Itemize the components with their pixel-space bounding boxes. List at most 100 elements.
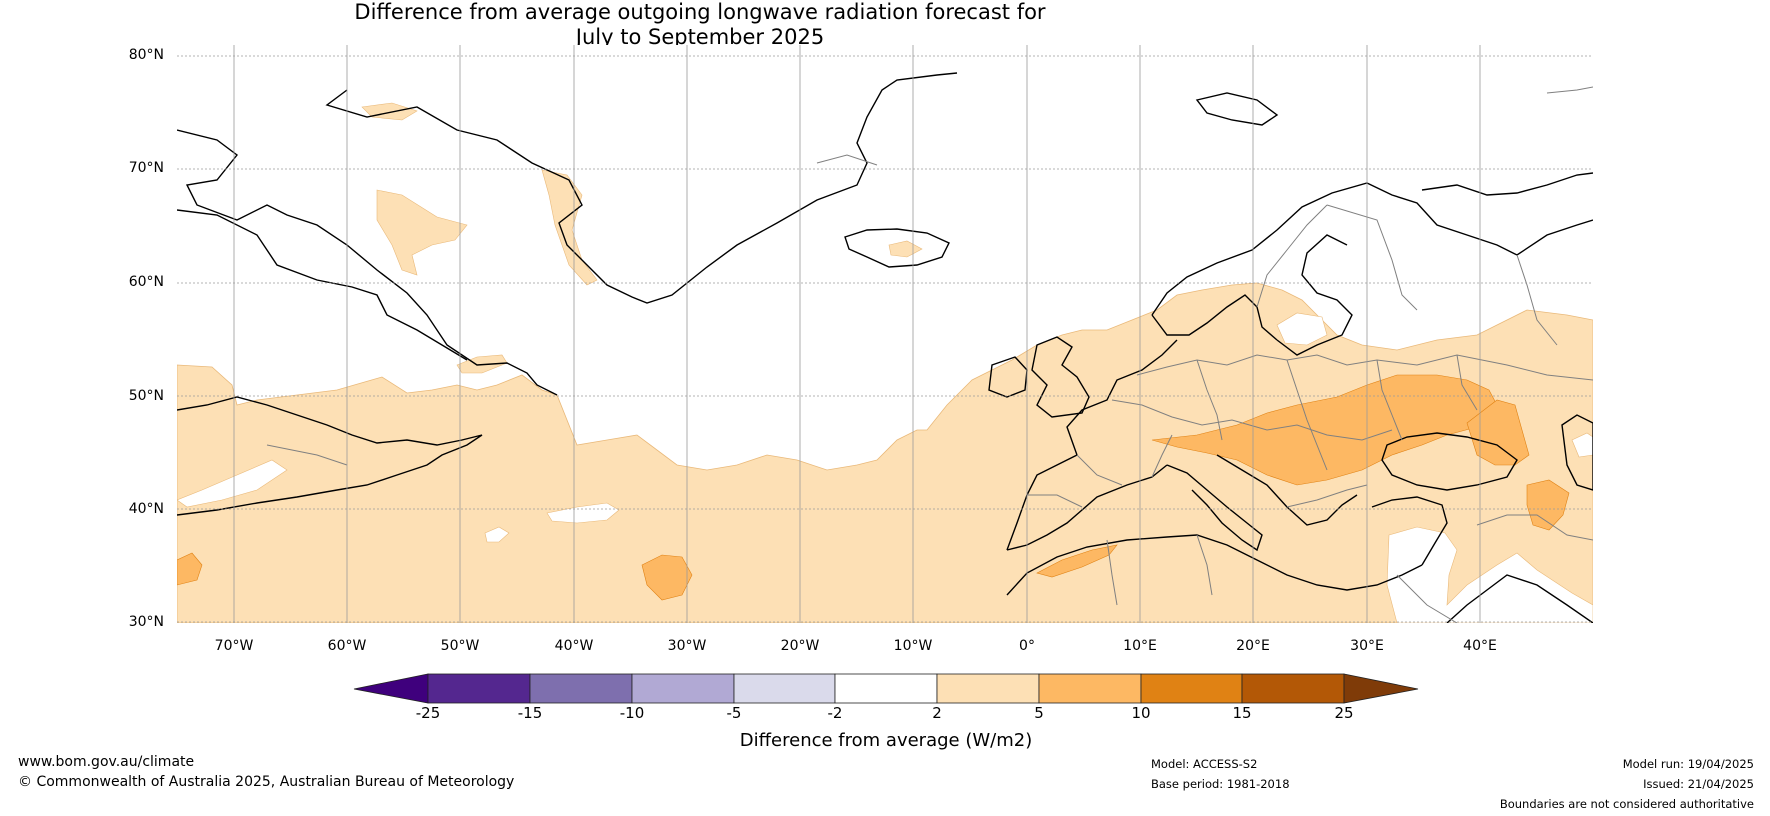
colorbar-bin-5 bbox=[834, 673, 938, 704]
baffin-coast bbox=[177, 129, 558, 396]
colorbar-tick-10: 10 bbox=[1131, 704, 1151, 722]
colorbar-bin-7 bbox=[1038, 673, 1142, 704]
footer-url[interactable]: www.bom.gov.au/climate bbox=[18, 754, 195, 770]
lat-label-80n: 80°N bbox=[128, 47, 164, 63]
colorbar-tick-neg5: -5 bbox=[726, 704, 742, 722]
lon-label-50w: 50°W bbox=[440, 638, 480, 654]
border-path-14 bbox=[1196, 534, 1213, 596]
italy-coast bbox=[1166, 464, 1263, 552]
border-path-9 bbox=[1151, 434, 1173, 478]
scandinavia-south-coast bbox=[1151, 294, 1278, 341]
colorbar-extend-high bbox=[1343, 673, 1419, 704]
footer-disclaimer: Boundaries are not considered authoritat… bbox=[1499, 797, 1754, 811]
country-borders bbox=[266, 86, 1593, 623]
lon-label-10w: 10°W bbox=[893, 638, 933, 654]
footer-issued: Issued: 21/04/2025 bbox=[1643, 777, 1754, 791]
colorbar-bin-2 bbox=[529, 673, 633, 704]
chart-title: Difference from average outgoing longwav… bbox=[0, 0, 1400, 50]
border-path-6 bbox=[1286, 359, 1328, 471]
border-path-18 bbox=[1516, 254, 1558, 346]
colorbar-bin-4 bbox=[733, 673, 836, 704]
neutral-region-mid-atlantic-small bbox=[484, 526, 510, 543]
neutral-region-nova-scotia bbox=[177, 459, 288, 508]
ireland-coast bbox=[988, 356, 1028, 398]
north-america-east-coast bbox=[177, 396, 483, 516]
colorbar-tick-25: 25 bbox=[1334, 704, 1354, 722]
border-path-16 bbox=[1476, 514, 1593, 541]
colorbar-bin-8 bbox=[1140, 673, 1243, 704]
lon-label-40w: 40°W bbox=[554, 638, 594, 654]
lon-label-70w: 70°W bbox=[214, 638, 254, 654]
lat-label-40n: 40°N bbox=[128, 501, 164, 517]
lat-label-30n: 30°N bbox=[128, 614, 164, 630]
colorbar-tick-15: 15 bbox=[1232, 704, 1252, 722]
lat-label-50n: 50°N bbox=[128, 388, 164, 404]
baltic-coast bbox=[1276, 234, 1353, 356]
anomaly-region-5-10-west-atlantic bbox=[177, 552, 203, 586]
border-path-13 bbox=[1106, 539, 1118, 606]
border-path-4 bbox=[1111, 399, 1393, 441]
lon-label-10e: 10°E bbox=[1123, 638, 1157, 654]
anomaly-region-5-10-north-africa bbox=[1036, 544, 1118, 578]
lon-label-30e: 30°E bbox=[1350, 638, 1384, 654]
caspian-coast bbox=[1561, 414, 1593, 491]
levant-coast bbox=[1371, 496, 1448, 566]
iberia-coast bbox=[1006, 464, 1168, 551]
lat-label-60n: 60°N bbox=[128, 274, 164, 290]
border-path-8 bbox=[1456, 354, 1478, 411]
border-path-17 bbox=[266, 444, 348, 466]
colorbar-bin-9 bbox=[1241, 673, 1345, 704]
anomaly-region-5-10-caucasus bbox=[1526, 479, 1570, 531]
lon-label-30w: 30°W bbox=[667, 638, 707, 654]
neutral-region-east-med bbox=[1386, 526, 1593, 623]
colorbar-bin-3 bbox=[631, 673, 735, 704]
colorbar-tick-neg10: -10 bbox=[619, 704, 645, 722]
lat-label-70n: 70°N bbox=[128, 160, 164, 176]
colorbar-bin-1 bbox=[427, 673, 531, 704]
greenland-coast bbox=[325, 72, 958, 304]
neutral-region-mid-atlantic bbox=[546, 502, 620, 524]
border-path-1 bbox=[1256, 204, 1328, 308]
border-path-12 bbox=[1027, 494, 1083, 508]
lon-label-20w: 20°W bbox=[780, 638, 820, 654]
black-sea-coast bbox=[1381, 432, 1518, 491]
footer-model-run: Model run: 19/04/2025 bbox=[1622, 757, 1754, 771]
colorbar-tick-2: 2 bbox=[932, 704, 942, 722]
neutral-region-black-sea-west bbox=[1571, 432, 1593, 458]
scandinavia-coast bbox=[1151, 182, 1593, 316]
colorbar-extend-low bbox=[353, 673, 429, 704]
labrador-coast bbox=[177, 209, 468, 361]
border-path-11 bbox=[1286, 484, 1368, 508]
colorbar-tick-5: 5 bbox=[1034, 704, 1044, 722]
title-line-1: Difference from average outgoing longwav… bbox=[354, 0, 1046, 24]
arctic-russia-coast bbox=[1421, 172, 1593, 196]
border-path-2 bbox=[1326, 204, 1418, 311]
colorbar-title: Difference from average (W/m2) bbox=[739, 730, 1033, 751]
graticule bbox=[177, 45, 1593, 623]
border-path-3 bbox=[1136, 354, 1593, 381]
border-path-7 bbox=[1376, 359, 1403, 441]
anomaly-region-greenland-east bbox=[541, 169, 598, 286]
anomaly-region-iceland bbox=[888, 240, 923, 258]
lon-label-0: 0° bbox=[1019, 638, 1035, 654]
colorbar-bin-6 bbox=[936, 673, 1040, 704]
footer-base-period: Base period: 1981-2018 bbox=[1151, 777, 1290, 791]
colorbar-tick-neg15: -15 bbox=[517, 704, 543, 722]
border-path-19 bbox=[816, 154, 878, 166]
footer-copyright: © Commonwealth of Australia 2025, Austra… bbox=[18, 774, 515, 790]
parallels bbox=[177, 55, 1593, 623]
border-path-5 bbox=[1196, 359, 1223, 441]
balkan-coast bbox=[1216, 454, 1358, 526]
arabia-coast bbox=[1446, 574, 1593, 623]
lon-label-20e: 20°E bbox=[1236, 638, 1270, 654]
border-path-10 bbox=[1076, 454, 1123, 486]
anomaly-region-5-10-black-sea bbox=[1466, 399, 1530, 466]
lon-label-60w: 60°W bbox=[327, 638, 367, 654]
border-path-20 bbox=[1546, 86, 1593, 94]
iceland-coast bbox=[844, 228, 950, 268]
colorbar-tick-neg2: -2 bbox=[827, 704, 843, 722]
anomaly-region-canada-arctic bbox=[376, 189, 468, 276]
footer-model: Model: ACCESS-S2 bbox=[1151, 757, 1258, 771]
lon-label-40e: 40°E bbox=[1463, 638, 1497, 654]
